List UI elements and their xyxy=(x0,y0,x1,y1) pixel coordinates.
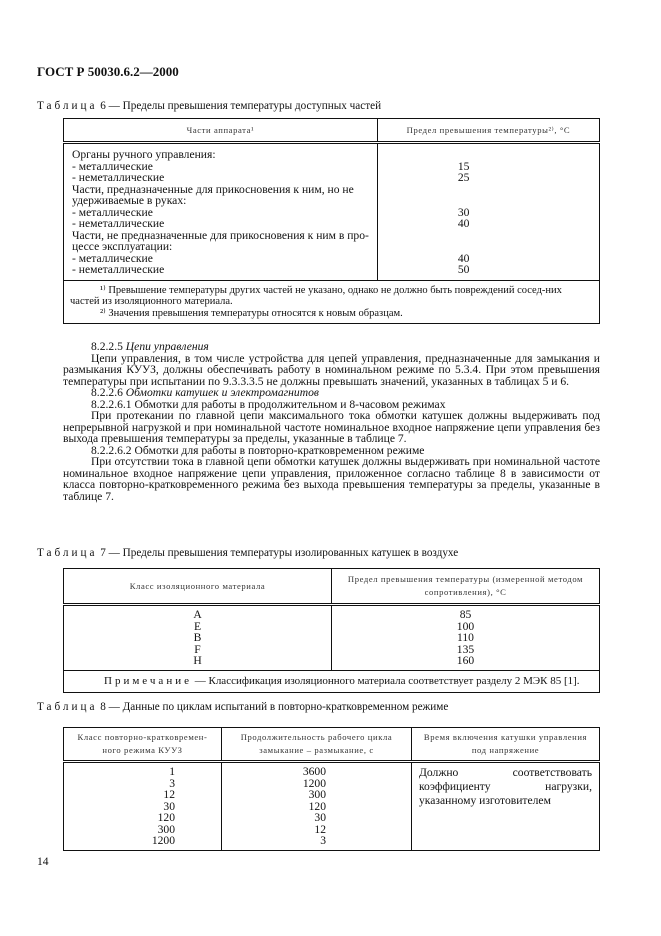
table-cell-line: 1 xyxy=(169,765,175,778)
table6-footnotes: ¹⁾ Превышение температуры других частей … xyxy=(63,279,600,324)
table-cell-line: - неметаллические xyxy=(72,263,165,276)
note-text: — Классификация изоляционного материала … xyxy=(194,674,580,687)
table-cell-line xyxy=(458,241,599,253)
table7-col1-header: Класс изоляционного материала xyxy=(63,568,332,606)
table-cell-line: 85 xyxy=(459,608,472,621)
paragraph: Цепи управления, в том числе устройства … xyxy=(63,351,600,388)
table-cell-line: 3 xyxy=(169,776,175,790)
table-cell-line: 40 xyxy=(457,217,470,230)
caption-word: Таблица xyxy=(37,100,98,112)
table8-time-cell: Должно соответствовать коэффициенту нагр… xyxy=(411,761,600,851)
table8-duration-cell: 3600 1200 300 120 30 12 3 xyxy=(221,761,412,851)
table-cell-line: 15 xyxy=(457,159,470,173)
table-cell-line: Части, не предназначенные для прикоснове… xyxy=(72,228,369,242)
caption-text: 8 — Данные по циклам испытаний в повторн… xyxy=(100,701,449,713)
table6-col1-header: Части аппарата¹ xyxy=(63,118,378,144)
table-cell-line: 1200 xyxy=(151,834,175,847)
table8-class-cell: 1 3 12 30 120 300 1200 xyxy=(63,761,222,851)
table-cell-line: Части, предназначенные для прикосновения… xyxy=(72,182,354,196)
table6-parts-cell: Органы ручного управления: - металлически… xyxy=(63,142,378,281)
caption-text: 7 — Пределы превышения температуры изоли… xyxy=(100,547,459,559)
section-title: Обмотки катушек и электромагнитов xyxy=(125,386,319,399)
footnote-2: ²⁾ Значения превышения температуры относ… xyxy=(100,307,403,319)
table-cell-line: - неметаллические xyxy=(72,217,165,230)
table-cell-line: H xyxy=(193,654,202,667)
document-header: ГОСТ Р 50030.6.2—2000 xyxy=(37,64,179,79)
table6-values-cell: 15 25 30 40 40 50 xyxy=(376,142,601,281)
section-8-2-2-5: 8.2.2.5 Цепи управления xyxy=(63,341,600,353)
table-cell-line: 120 xyxy=(308,799,326,813)
table7-note: Примечание — Классификация изоляционного… xyxy=(63,669,600,693)
table-cell-line: 40 xyxy=(457,251,470,265)
section-number: 8.2.2.5 xyxy=(91,340,123,353)
table-cell-line: 12 xyxy=(314,822,326,836)
table-cell-line: 3 xyxy=(320,834,326,847)
table-cell-line: 30 xyxy=(314,811,326,824)
table-cell-line: F xyxy=(194,642,201,656)
table-cell-line: B xyxy=(193,631,202,644)
table-cell-line: E xyxy=(193,619,202,633)
table-cell-line: 50 xyxy=(457,263,470,276)
table-cell-line: Органы ручного управления: xyxy=(72,148,216,161)
section-8-2-2-6: 8.2.2.6 Обмотки катушек и электромагнито… xyxy=(63,387,600,399)
body-text: 8.2.2.5 Цепи управления Цепи управления,… xyxy=(63,341,600,502)
section-number: 8.2.2.6 xyxy=(91,386,123,399)
section-title: Цепи управления xyxy=(125,340,209,353)
table-6: Части аппарата¹ Предел превышения темпера… xyxy=(63,118,601,324)
section-8-2-2-6-1: 8.2.2.6.1 Обмотки для работы в продолжит… xyxy=(91,397,446,411)
table-cell-line: 300 xyxy=(308,788,326,801)
table-cell-line: цессе эксплуатации: xyxy=(72,240,173,253)
table-cell-line: 110 xyxy=(457,631,474,644)
table6-col2-header: Предел превышения температуры²⁾, °С xyxy=(376,118,601,144)
table-cell-line: 3600 xyxy=(302,765,326,778)
table-cell-line: - металлические xyxy=(72,159,153,173)
table-cell-line: - металлические xyxy=(72,251,153,265)
caption-text: 6 — Пределы превышения температуры досту… xyxy=(100,100,382,112)
table-cell-line: A xyxy=(193,608,202,621)
footnote-1: ¹⁾ Превышение температуры других частей … xyxy=(70,284,562,308)
table-cell-line: 300 xyxy=(157,822,175,836)
table-cell-line: 30 xyxy=(457,205,470,219)
paragraph: При протекании по главной цепи максималь… xyxy=(63,409,600,445)
table8-col1-header: Класс повторно-кратковремен-ного режима … xyxy=(63,727,222,763)
table-cell-line: 100 xyxy=(456,619,475,633)
table7-caption: Таблица 7 — Пределы превышения температу… xyxy=(37,547,459,560)
table7-value-cell: 85 100 110 135 160 xyxy=(331,604,600,671)
note-word: Примечание xyxy=(104,674,192,687)
table8-col2-header: Продолжительность рабочего цикла замыкан… xyxy=(221,727,412,763)
table8-col3-header: Время включения катушки управления под н… xyxy=(411,727,600,763)
table-cell-line: - металлические xyxy=(72,205,153,219)
caption-word: Таблица xyxy=(37,547,98,559)
table-cell-line: 160 xyxy=(456,654,475,667)
table-cell-line: 120 xyxy=(157,811,175,824)
table-8: Класс повторно-кратковремен-ного режима … xyxy=(63,727,600,851)
table-cell-line xyxy=(458,184,599,196)
table-7: Класс изоляционного материала Предел прев… xyxy=(63,568,600,693)
table-cell-line: 30 xyxy=(163,799,175,813)
table-cell-line: 1200 xyxy=(302,776,326,790)
table-cell-line: - неметаллические xyxy=(72,171,165,184)
table6-caption: Таблица 6 — Пределы превышения температу… xyxy=(37,100,382,113)
table-cell-line xyxy=(458,230,599,242)
table-cell-line: 25 xyxy=(457,171,470,184)
table-cell-line xyxy=(458,149,599,161)
table8-caption: Таблица 8 — Данные по циклам испытаний в… xyxy=(37,701,449,714)
table-cell-line: удерживаемые в руках: xyxy=(72,194,187,207)
section-8-2-2-6-2: 8.2.2.6.2 Обмотки для работы в повторно-… xyxy=(91,443,425,457)
table-cell-line: 135 xyxy=(456,642,475,656)
table-cell-line xyxy=(458,195,599,207)
page-number: 14 xyxy=(37,855,49,868)
table-cell-line: 12 xyxy=(163,788,175,801)
caption-word: Таблица xyxy=(37,701,98,713)
table7-col2-header: Предел превышения температуры (измеренно… xyxy=(331,568,600,606)
paragraph: При отсутствии тока в главной цепи обмот… xyxy=(63,455,600,503)
